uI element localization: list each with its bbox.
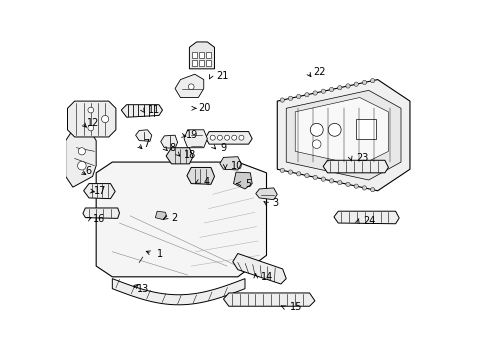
Circle shape — [310, 123, 323, 136]
Polygon shape — [166, 148, 193, 164]
Text: 6: 6 — [85, 166, 92, 176]
Circle shape — [313, 91, 318, 95]
Circle shape — [296, 94, 301, 99]
Polygon shape — [334, 211, 399, 224]
Circle shape — [305, 93, 309, 97]
Text: 15: 15 — [290, 302, 302, 312]
Polygon shape — [161, 135, 177, 148]
Circle shape — [88, 125, 94, 131]
Text: 23: 23 — [356, 153, 368, 163]
Circle shape — [354, 184, 358, 188]
Circle shape — [188, 84, 194, 90]
Circle shape — [329, 179, 334, 183]
Polygon shape — [223, 293, 315, 306]
Polygon shape — [112, 279, 245, 305]
Polygon shape — [187, 167, 215, 184]
Polygon shape — [277, 80, 410, 191]
Polygon shape — [66, 126, 96, 187]
Polygon shape — [205, 132, 252, 144]
Bar — [199, 52, 204, 58]
Text: 21: 21 — [216, 71, 229, 81]
Text: 22: 22 — [313, 67, 326, 77]
Bar — [199, 60, 204, 66]
Circle shape — [224, 135, 230, 140]
Polygon shape — [256, 188, 277, 200]
Text: 13: 13 — [137, 284, 149, 294]
Polygon shape — [96, 162, 267, 277]
Circle shape — [288, 170, 293, 174]
Circle shape — [305, 174, 309, 178]
Circle shape — [328, 123, 341, 136]
Circle shape — [313, 140, 321, 148]
Circle shape — [321, 177, 325, 181]
Circle shape — [232, 135, 237, 140]
Circle shape — [78, 148, 85, 155]
Text: 18: 18 — [184, 150, 196, 160]
Circle shape — [218, 135, 222, 140]
Text: 12: 12 — [87, 118, 99, 128]
Circle shape — [288, 96, 293, 100]
Polygon shape — [83, 208, 120, 219]
Circle shape — [362, 80, 367, 85]
Polygon shape — [295, 98, 389, 166]
Text: 16: 16 — [93, 215, 105, 224]
Circle shape — [321, 89, 325, 93]
Bar — [206, 60, 211, 66]
Text: 10: 10 — [231, 161, 243, 171]
Circle shape — [239, 135, 244, 140]
Circle shape — [370, 188, 375, 192]
Text: 11: 11 — [148, 105, 160, 115]
Text: 4: 4 — [204, 177, 210, 187]
Polygon shape — [190, 42, 215, 69]
Text: 19: 19 — [186, 130, 198, 140]
Text: 24: 24 — [364, 216, 376, 226]
Polygon shape — [84, 184, 115, 199]
Polygon shape — [155, 211, 167, 220]
Polygon shape — [220, 157, 242, 170]
Circle shape — [101, 116, 109, 123]
Polygon shape — [68, 101, 116, 137]
Polygon shape — [122, 105, 163, 117]
Circle shape — [346, 182, 350, 186]
Polygon shape — [234, 172, 252, 189]
Text: 20: 20 — [198, 103, 211, 113]
Text: 9: 9 — [220, 143, 226, 153]
Text: 7: 7 — [143, 139, 149, 149]
Text: 14: 14 — [261, 272, 273, 282]
Circle shape — [296, 172, 301, 176]
Polygon shape — [184, 130, 207, 148]
Text: 3: 3 — [272, 198, 278, 208]
Circle shape — [338, 86, 342, 90]
Polygon shape — [175, 74, 204, 98]
Bar — [356, 119, 376, 139]
Circle shape — [280, 98, 285, 102]
Text: 17: 17 — [95, 186, 107, 196]
Text: 5: 5 — [245, 179, 251, 189]
Circle shape — [346, 84, 350, 88]
Circle shape — [77, 161, 86, 170]
Circle shape — [354, 82, 358, 86]
Circle shape — [362, 186, 367, 190]
Bar — [192, 52, 197, 58]
Polygon shape — [233, 253, 286, 284]
Circle shape — [338, 180, 342, 185]
Circle shape — [329, 87, 334, 91]
Text: 1: 1 — [157, 248, 163, 258]
Polygon shape — [136, 130, 152, 141]
Circle shape — [88, 107, 94, 113]
Text: 2: 2 — [172, 213, 178, 222]
Bar — [192, 60, 197, 66]
Circle shape — [280, 168, 285, 172]
Bar — [206, 52, 211, 58]
Text: 8: 8 — [170, 143, 176, 153]
Circle shape — [370, 78, 375, 83]
Circle shape — [313, 175, 318, 180]
Polygon shape — [286, 90, 401, 180]
Polygon shape — [323, 160, 389, 173]
Circle shape — [210, 135, 215, 140]
